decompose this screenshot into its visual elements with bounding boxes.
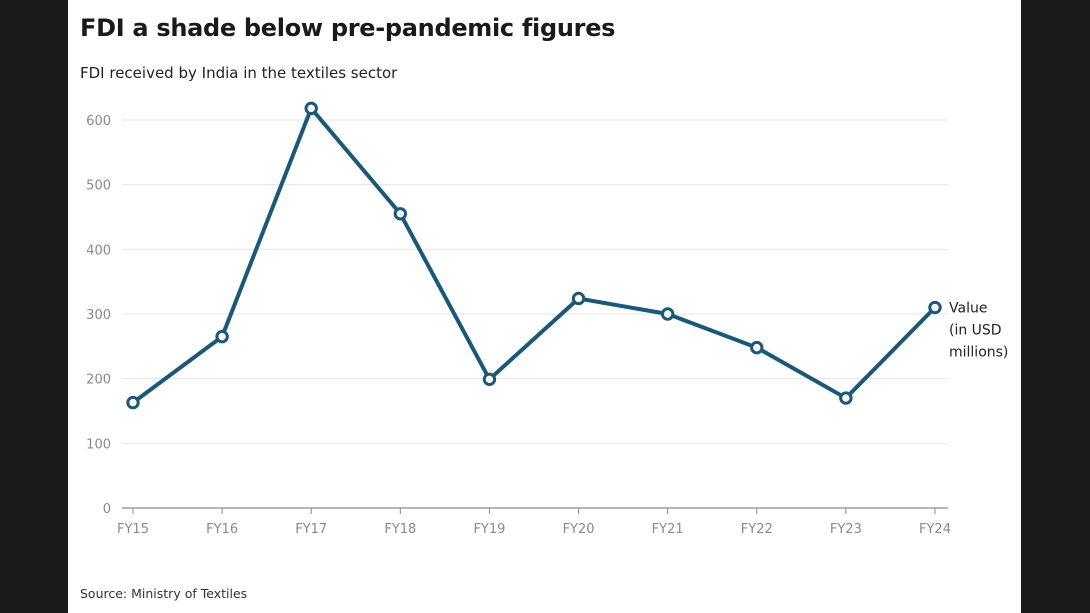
- x-tick-label: FY17: [295, 522, 327, 537]
- chart-subtitle: FDI received by India in the textiles se…: [80, 64, 398, 82]
- y-tick-label: 500: [86, 179, 111, 194]
- y-tick-label: 600: [86, 114, 111, 129]
- source-note: Source: Ministry of Textiles: [80, 586, 248, 601]
- chart-card: FDI a shade below pre-pandemic figures F…: [68, 0, 1021, 613]
- data-point: [126, 395, 140, 410]
- x-tick-label: FY15: [117, 522, 149, 537]
- x-tick-label: FY21: [652, 522, 684, 537]
- data-point: [215, 329, 229, 344]
- data-point: [660, 307, 675, 321]
- series-label: (in USD: [949, 323, 1002, 339]
- chart-title: FDI a shade below pre-pandemic figures: [80, 14, 616, 42]
- y-tick-label: 300: [86, 308, 111, 323]
- y-tick-label: 0: [103, 502, 111, 517]
- series-line: [131, 106, 937, 405]
- y-tick-label: 400: [86, 243, 111, 258]
- x-tick-label: FY20: [563, 522, 595, 537]
- line-chart: 0 100 200 300 400 500 600 FY15 FY16 FY17 FY18 FY19 F…: [86, 101, 1008, 537]
- x-tick-label: FY24: [919, 522, 951, 537]
- data-point: [571, 291, 586, 306]
- data-point: [482, 372, 497, 387]
- data-point: [304, 101, 318, 116]
- y-tick-label: 200: [86, 373, 111, 388]
- series-label: millions): [949, 345, 1008, 361]
- x-tick-label: FY22: [741, 522, 773, 537]
- x-tick-label: FY18: [384, 522, 416, 537]
- y-tick-label: 100: [86, 437, 111, 452]
- data-point: [928, 300, 942, 315]
- x-tick-label: FY23: [830, 522, 862, 537]
- data-point: [393, 207, 408, 221]
- x-tick-label: FY19: [473, 522, 505, 537]
- data-point: [750, 340, 764, 355]
- series-label: Value: [949, 301, 987, 317]
- data-point: [839, 391, 853, 405]
- x-tick-label: FY16: [206, 522, 238, 537]
